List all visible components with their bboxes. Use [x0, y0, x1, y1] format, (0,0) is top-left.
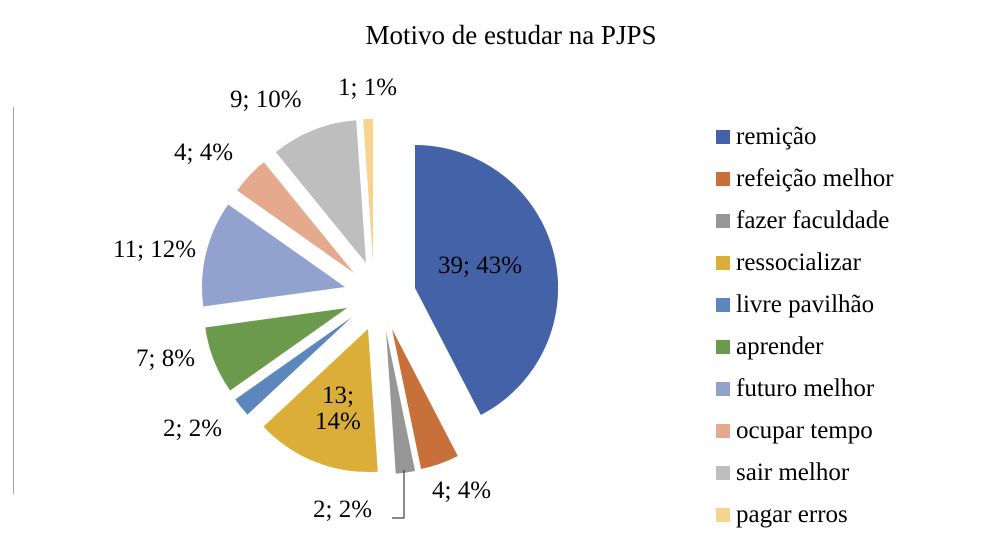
data-label: 7; 8%	[136, 345, 196, 372]
legend-label: fazer faculdade	[736, 207, 890, 234]
legend-swatch	[716, 130, 730, 144]
pie-slice-futuro-melhor	[201, 204, 345, 307]
legend-swatch	[716, 424, 730, 438]
legend-item: livre pavilhão	[716, 284, 894, 326]
pie-slices	[201, 118, 559, 474]
pie-slice-pagar-erros	[363, 118, 373, 263]
data-label: 4; 4%	[432, 477, 492, 504]
data-label: 9; 10%	[230, 86, 302, 113]
legend-item: fazer faculdade	[716, 200, 894, 242]
legend-label: ressocializar	[736, 249, 861, 276]
leader-line	[392, 470, 405, 519]
pie-slice-fazer-faculdade	[386, 331, 416, 474]
legend-swatch	[716, 214, 730, 228]
data-label: 2; 2%	[163, 415, 223, 442]
legend: remição refeição melhor fazer faculdade …	[716, 116, 894, 536]
legend-label: sair melhor	[736, 459, 850, 486]
legend-item: ressocializar	[716, 242, 894, 284]
legend-item: aprender	[716, 326, 894, 368]
legend-item: sair melhor	[716, 452, 894, 494]
pie-slice-livre-pavilhão	[235, 317, 352, 415]
legend-swatch	[716, 298, 730, 312]
pie-slice-ocupar-tempo	[237, 162, 354, 273]
data-label: 11; 12%	[113, 236, 197, 263]
pie-slice-sair-melhor	[275, 120, 366, 263]
pie-slice-refeição-melhor	[392, 329, 458, 469]
legend-item: refeição melhor	[716, 158, 894, 200]
legend-label: livre pavilhão	[736, 291, 875, 318]
legend-label: remição	[736, 123, 817, 150]
chart-title: Motivo de estudar na PJPS	[365, 20, 657, 50]
data-label: 4; 4%	[174, 139, 234, 166]
legend-label: futuro melhor	[736, 375, 875, 402]
legend-label: aprender	[736, 333, 824, 360]
legend-item: ocupar tempo	[716, 410, 894, 452]
legend-swatch	[716, 466, 730, 480]
pie-slice-aprender	[205, 308, 347, 391]
data-label: 13; 14%	[315, 382, 361, 436]
legend-swatch	[716, 256, 730, 270]
data-label: 39; 43%	[438, 252, 523, 279]
legend-swatch	[716, 340, 730, 354]
legend-swatch	[716, 508, 730, 522]
legend-label: ocupar tempo	[736, 417, 873, 444]
legend-label: refeição melhor	[736, 165, 894, 192]
legend-item: pagar erros	[716, 494, 894, 536]
legend-item: futuro melhor	[716, 368, 894, 410]
legend-item: remição	[716, 116, 894, 158]
legend-label: pagar erros	[736, 501, 848, 528]
legend-swatch	[716, 172, 730, 186]
data-label: 2; 2%	[313, 496, 373, 523]
chart-area-border	[13, 107, 14, 494]
legend-swatch	[716, 382, 730, 396]
data-label: 1; 1%	[338, 74, 398, 101]
pie-slice-ressocializar	[263, 329, 378, 473]
pie-slice-remição	[415, 144, 559, 415]
